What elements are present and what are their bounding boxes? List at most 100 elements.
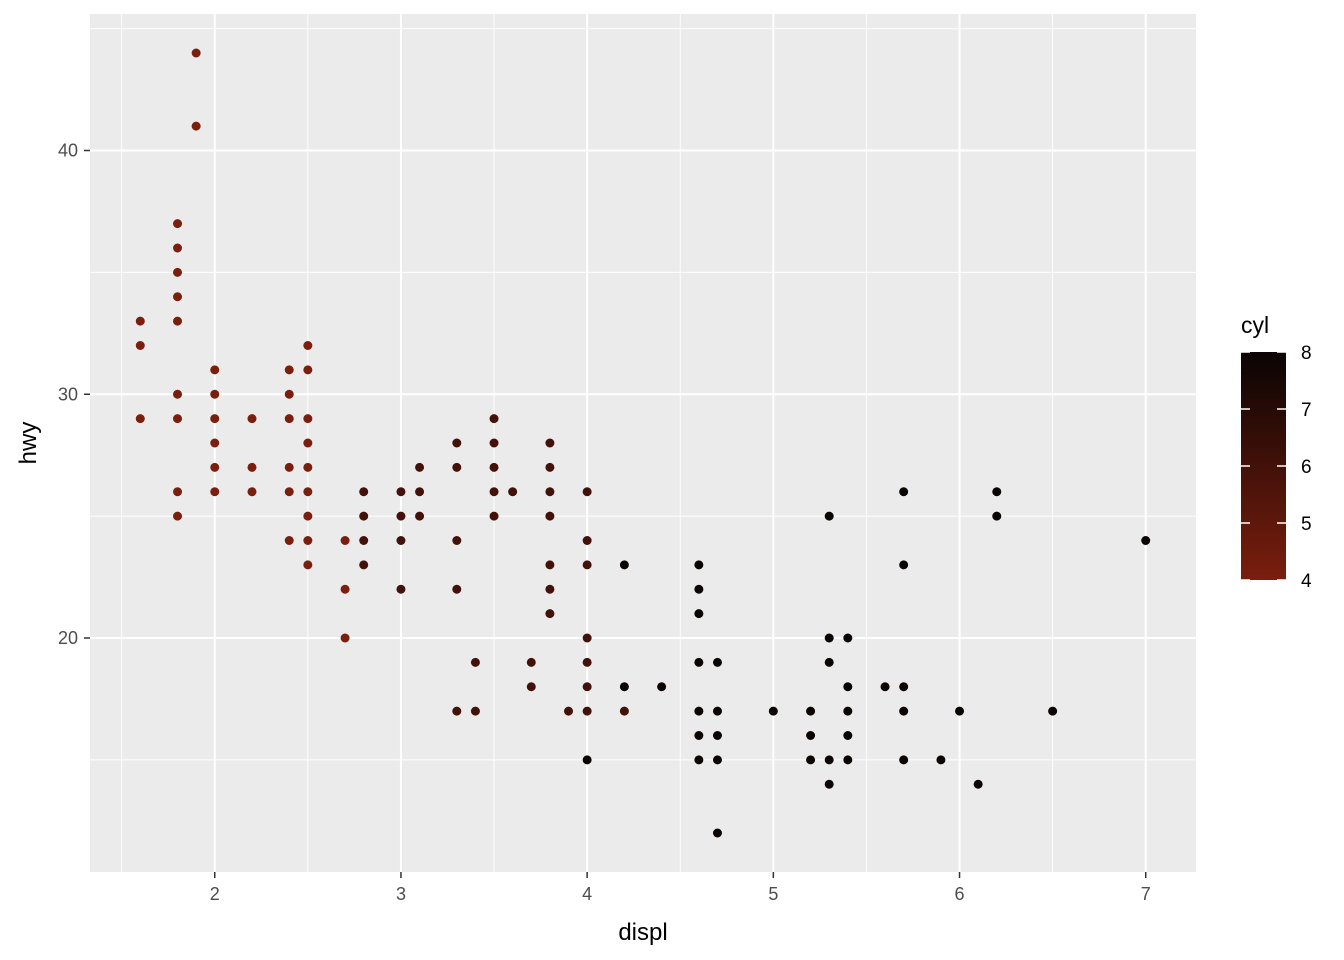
data-point <box>452 584 462 594</box>
data-point <box>806 706 816 716</box>
data-point <box>396 511 406 521</box>
data-point <box>843 682 853 692</box>
data-point <box>582 487 592 497</box>
data-point <box>452 462 462 472</box>
x-tick-label: 3 <box>396 884 406 904</box>
data-point <box>694 706 704 716</box>
x-axis-title: displ <box>618 919 667 946</box>
data-point <box>359 560 369 570</box>
data-point <box>173 414 183 424</box>
data-point <box>843 706 853 716</box>
data-point <box>806 731 816 740</box>
data-point <box>694 755 704 765</box>
data-point <box>173 267 183 277</box>
data-point <box>712 731 722 740</box>
data-point <box>340 584 350 594</box>
data-point <box>694 609 704 619</box>
x-tick-label: 4 <box>582 884 592 904</box>
data-point <box>303 462 313 472</box>
x-tick-label: 6 <box>955 884 965 904</box>
data-point <box>415 511 425 521</box>
data-point <box>415 487 425 497</box>
data-point <box>564 706 574 716</box>
data-point <box>303 341 313 350</box>
y-tick-label: 20 <box>58 628 78 648</box>
data-point <box>135 414 145 424</box>
x-axis: 2 3 4 5 6 7 <box>210 872 1151 904</box>
data-point <box>712 755 722 765</box>
legend-tick-label: 7 <box>1301 400 1312 421</box>
data-point <box>657 682 667 692</box>
x-tick-label: 2 <box>210 884 220 904</box>
x-tick-label: 5 <box>768 884 778 904</box>
data-point <box>899 682 909 692</box>
data-point <box>545 462 555 472</box>
data-point <box>712 706 722 716</box>
data-point <box>210 389 220 399</box>
data-point <box>843 633 853 643</box>
data-point <box>694 731 704 740</box>
data-point <box>303 536 313 545</box>
data-point <box>284 414 294 424</box>
data-point <box>843 755 853 765</box>
data-point <box>582 536 592 545</box>
data-point <box>768 706 778 716</box>
data-point <box>173 243 183 253</box>
data-point <box>843 731 853 740</box>
data-point <box>899 487 909 497</box>
data-point <box>173 292 183 302</box>
data-point <box>135 316 145 326</box>
data-point <box>210 365 220 375</box>
data-point <box>545 487 555 497</box>
data-point <box>712 828 722 838</box>
data-point <box>694 560 704 570</box>
data-point <box>508 487 518 497</box>
data-point <box>936 755 946 765</box>
data-point <box>303 414 313 424</box>
data-point <box>694 657 704 667</box>
data-point <box>303 365 313 375</box>
data-point <box>359 536 369 545</box>
data-point <box>955 706 965 716</box>
data-point <box>992 511 1002 521</box>
y-axis-title: hwy <box>15 422 42 465</box>
data-point <box>489 414 499 424</box>
data-point <box>396 584 406 594</box>
legend-tick-label: 8 <box>1301 343 1312 364</box>
data-point <box>545 438 555 448</box>
data-point <box>173 316 183 326</box>
data-point <box>899 560 909 570</box>
data-point <box>824 755 834 765</box>
legend-ticks: 4 5 6 7 8 <box>1241 343 1312 592</box>
data-point <box>247 462 257 472</box>
data-point <box>359 511 369 521</box>
data-points <box>135 48 1151 838</box>
data-point <box>191 48 201 58</box>
data-point <box>806 755 816 765</box>
data-point <box>992 487 1002 497</box>
data-point <box>135 341 145 350</box>
data-point <box>619 706 629 716</box>
data-point <box>526 682 536 692</box>
data-point <box>340 536 350 545</box>
legend-tick-label: 4 <box>1301 571 1312 592</box>
data-point <box>545 584 555 594</box>
data-point <box>284 389 294 399</box>
y-axis: 20 30 40 <box>58 141 90 648</box>
data-point <box>619 560 629 570</box>
color-legend: cyl 4 5 6 7 8 <box>1241 312 1312 592</box>
data-point <box>899 755 909 765</box>
legend-tick-label: 6 <box>1301 457 1312 478</box>
legend-tick-label: 5 <box>1301 514 1312 535</box>
data-point <box>545 511 555 521</box>
data-point <box>489 487 499 497</box>
data-point <box>824 779 834 789</box>
data-point <box>284 462 294 472</box>
data-point <box>303 487 313 497</box>
data-point <box>470 657 480 667</box>
x-tick-label: 7 <box>1141 884 1151 904</box>
data-point <box>173 219 183 229</box>
data-point <box>824 633 834 643</box>
data-point <box>284 365 294 375</box>
major-gridlines <box>90 14 1196 872</box>
